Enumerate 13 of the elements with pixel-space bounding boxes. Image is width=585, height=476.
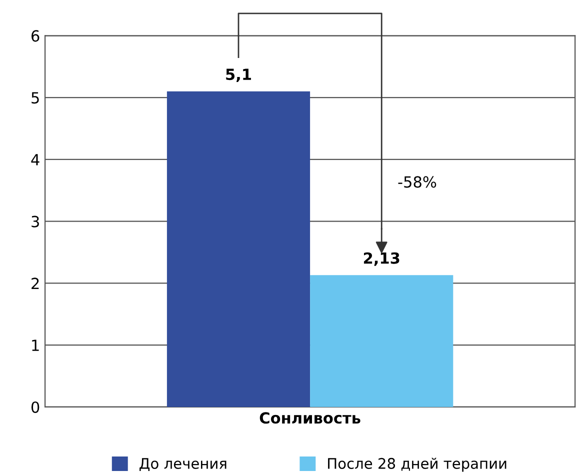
legend-label: До лечения [140,458,226,472]
data-label: 2,13 [364,252,400,266]
y-tick-label: 2 [32,278,39,290]
y-tick-label: 6 [32,30,40,42]
y-tick-label: 1 [32,340,39,351]
x-tick-label: Сонливость [260,412,360,424]
y-tick-label: 3 [32,216,39,228]
y-tick-label: 4 [31,154,40,166]
y-tick-label: 0 [31,401,40,413]
legend-label: После 28 дней терапии [328,458,506,472]
y-tick-label: 5 [32,92,39,104]
annotation: -58% [398,176,436,188]
data-label: 5,1 [226,68,251,82]
